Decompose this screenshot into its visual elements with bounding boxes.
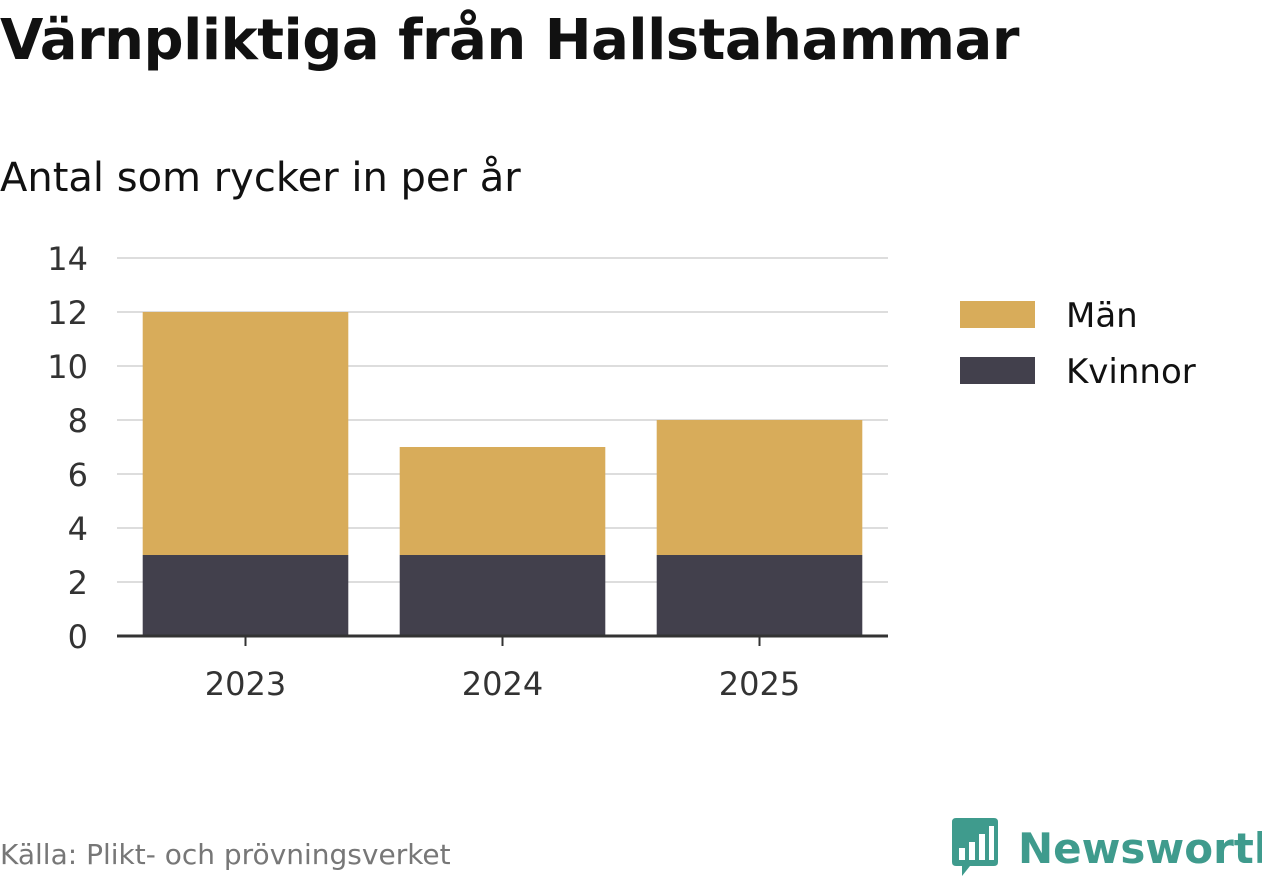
y-tick-label: 4	[68, 510, 88, 548]
x-tick-label: 2023	[205, 665, 286, 703]
bar-segment	[656, 420, 863, 555]
legend-label: Kvinnor	[1066, 352, 1196, 392]
bar-chart-speech-bubble-icon	[952, 818, 998, 876]
bar-segment	[656, 555, 863, 636]
bar-segment	[142, 312, 349, 555]
y-tick-label: 0	[68, 618, 88, 656]
axes: 0 2 4 6 8 10 12 14 2023 2024 2025	[47, 240, 888, 703]
y-tick-label: 10	[47, 348, 88, 386]
source-note: Källa: Plikt- och prövningsverket	[0, 838, 451, 871]
y-tick-label: 6	[68, 456, 88, 494]
y-tick-label: 12	[47, 294, 88, 332]
legend: Män Kvinnor	[960, 296, 1196, 392]
brand-name: Newsworthy	[1018, 823, 1262, 873]
bars	[142, 312, 863, 636]
y-tick-label: 14	[47, 240, 88, 278]
y-tick-label: 8	[68, 402, 88, 440]
brand-logo: Newsworthy	[950, 818, 1262, 878]
bar-segment	[399, 447, 606, 555]
legend-swatch	[960, 357, 1035, 384]
chart-subtitle: Antal som rycker in per år	[0, 155, 521, 201]
bar-segment	[142, 555, 349, 636]
y-tick-label: 2	[68, 564, 88, 602]
x-tick-label: 2025	[719, 665, 800, 703]
legend-label: Män	[1066, 296, 1138, 336]
legend-swatch	[960, 301, 1035, 328]
chart-title: Värnpliktiga från Hallstahammar	[0, 8, 1019, 73]
x-tick-label: 2024	[462, 665, 543, 703]
bar-segment	[399, 555, 606, 636]
